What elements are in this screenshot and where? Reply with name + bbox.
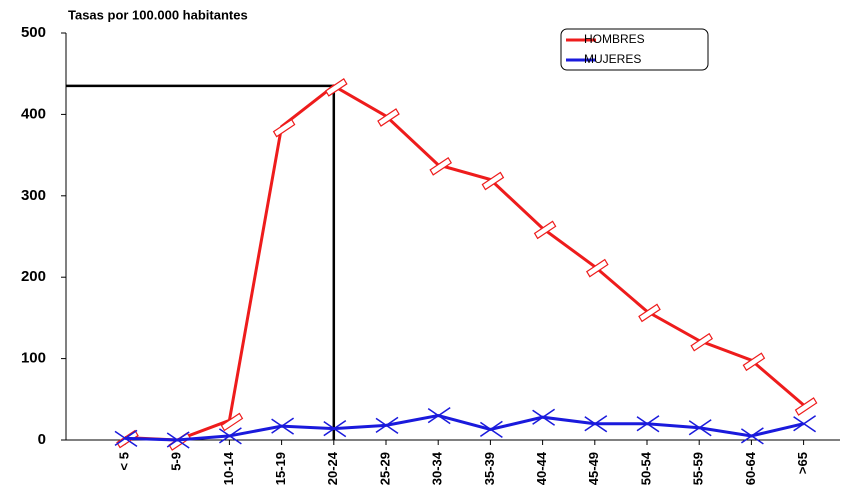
pencil-marker [638,303,661,323]
scissors-marker [740,427,764,445]
y-tick-label: 400 [21,105,46,122]
y-tick-label: 500 [21,24,46,41]
x-tick-label: 5-9 [169,452,184,471]
series-line [124,414,804,442]
x-tick-label: 50-54 [638,451,653,485]
scissors-marker [532,408,556,426]
scissors-marker [114,429,138,447]
x-tick-label: 45-49 [586,452,601,485]
legend-label: MUJERES [584,52,641,66]
pencil-marker [533,220,557,240]
x-tick-label: 15-19 [273,452,288,485]
scissors-marker [688,419,712,437]
pencil-marker [690,332,714,352]
scissors-marker [636,415,660,433]
legend-box [560,28,709,71]
x-tick-label: 60-64 [743,451,758,485]
x-tick-label: 55-59 [691,452,706,485]
scissors-marker [584,415,608,433]
x-tick-label: 10-14 [221,451,236,485]
y-tick-label: 200 [21,268,46,285]
scissors-marker [271,417,295,435]
pencil-marker [481,171,505,191]
legend-label: HOMBRES [584,32,645,46]
x-tick-label: 30-34 [430,451,445,485]
pencil-marker [742,352,766,372]
scissors-marker [793,415,817,433]
scissors-marker [218,427,242,445]
pencil-marker [429,157,453,176]
scissors-marker [166,431,190,449]
pencil-marker [585,258,609,278]
pencil-marker [324,78,348,97]
scissors-marker [427,406,451,425]
series-line [124,84,805,442]
y-tick-label: 300 [21,187,46,204]
scissors-marker [375,416,399,434]
x-tick-label: < 5 [116,452,131,470]
scissors-marker [479,420,503,439]
pencil-marker [220,412,244,432]
x-tick-label: 25-29 [377,452,392,485]
x-tick-label: 35-39 [482,452,497,485]
x-tick-label: 40-44 [534,451,549,485]
x-tick-label: >65 [795,452,810,474]
pencil-marker [377,108,400,127]
chart-title: Tasas por 100.000 habitantes [68,7,248,22]
pencil-marker [272,118,296,138]
y-tick-label: 0 [38,431,46,448]
y-tick-label: 100 [21,350,46,367]
scissors-marker [323,419,347,438]
x-tick-label: 20-24 [325,451,340,485]
pencil-marker [794,397,818,416]
